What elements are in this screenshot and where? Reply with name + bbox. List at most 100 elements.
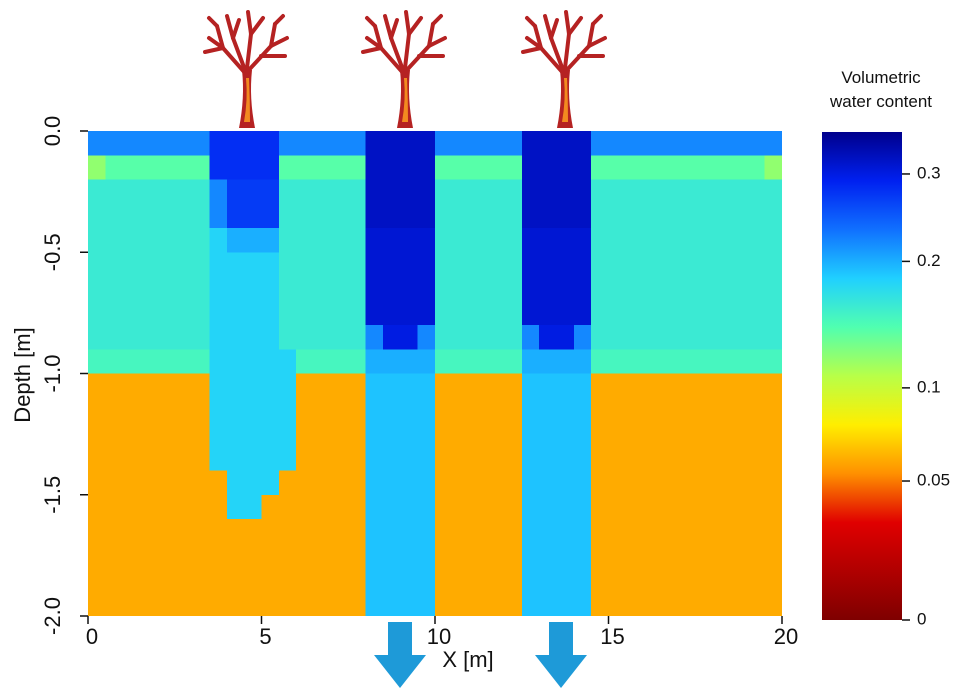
heat-cell [435,446,453,471]
heat-cell [625,203,644,229]
heat-cell [677,494,696,520]
heat-cell [504,252,523,277]
heat-cell [382,397,401,423]
heat-cell [504,203,523,229]
heat-cell [296,276,315,302]
heat-cell [695,591,714,616]
heat-cell [174,300,193,326]
heat-cell [608,470,627,496]
heat-cell [573,567,592,593]
heat-cell [261,519,280,544]
heat-cell [452,470,471,496]
heat-cell [573,276,592,302]
heat-cell [487,155,505,180]
heat-cell [504,179,523,205]
heat-cell [677,252,696,277]
heat-cell [209,373,228,399]
heat-cell [330,155,349,180]
heat-cell [174,470,193,496]
heat-cell [435,397,453,423]
heat-cell [157,446,176,471]
heat-cell [556,446,575,471]
heat-cell [209,543,228,568]
heat-cell [435,131,453,156]
heat-cell [400,397,419,423]
heat-cell [261,373,280,399]
heat-cell [521,155,540,180]
heat-cell [122,591,141,616]
heat-cell [521,203,540,229]
heat-cell [330,543,349,568]
heat-cell [157,228,176,253]
heat-cell [365,203,384,229]
heat-cell [573,228,592,253]
heat-cell [105,567,124,593]
heat-cell [365,567,384,593]
heat-cell [278,131,297,156]
heat-cell [122,203,141,229]
heat-cell [400,422,419,447]
heat-cell [122,494,141,520]
heat-cell [747,373,766,399]
heat-cell [591,349,609,374]
heat-cell [244,446,262,471]
heat-cell [382,228,401,253]
heat-cell [261,422,280,447]
heat-cell [105,131,124,156]
heat-cell [643,494,662,520]
heat-cell [382,179,401,205]
heat-cell [261,446,280,471]
heat-cell [209,591,228,616]
heat-cell [278,325,297,350]
heat-cell [539,519,557,544]
heat-cell [417,446,436,471]
heat-cell [244,349,262,374]
heat-cell [244,567,262,593]
heat-cell [469,397,488,423]
heat-cell [244,422,262,447]
heat-cell [573,470,592,496]
heat-cell [452,228,471,253]
heat-cell [313,155,332,180]
heat-cell [625,131,644,156]
heat-cell [556,228,575,253]
heat-cell [296,470,315,496]
heat-cell [504,325,523,350]
heat-cell [764,494,782,520]
heat-cell [556,325,575,350]
heat-cell [660,203,679,229]
heat-cell [487,567,505,593]
heat-cell [400,349,419,374]
heat-cell [365,300,384,326]
heat-cell [157,397,176,423]
heat-cell [591,276,609,302]
heat-cell [296,591,315,616]
heat-cell [608,155,627,180]
heat-cell [695,519,714,544]
heat-cell [382,519,401,544]
heat-cell [192,567,210,593]
heat-cell [209,325,228,350]
heat-cell [157,300,176,326]
heat-cell [556,591,575,616]
heat-cell [625,470,644,496]
heat-cell [348,397,367,423]
heat-cell [608,349,627,374]
heat-cell [521,349,540,374]
heat-cell [105,155,124,180]
heat-cell [712,591,731,616]
heat-cell [608,203,627,229]
heat-cell [539,276,557,302]
heat-cell [330,519,349,544]
heat-cell [556,252,575,277]
heat-cell [643,276,662,302]
heat-cell [539,325,557,350]
heat-cell [348,567,367,593]
heat-cell [660,276,679,302]
heat-cell [712,131,731,156]
heat-cell [88,155,106,180]
heat-cell [764,422,782,447]
heat-cell [435,276,453,302]
heat-cell [400,373,419,399]
heat-cell [469,422,488,447]
